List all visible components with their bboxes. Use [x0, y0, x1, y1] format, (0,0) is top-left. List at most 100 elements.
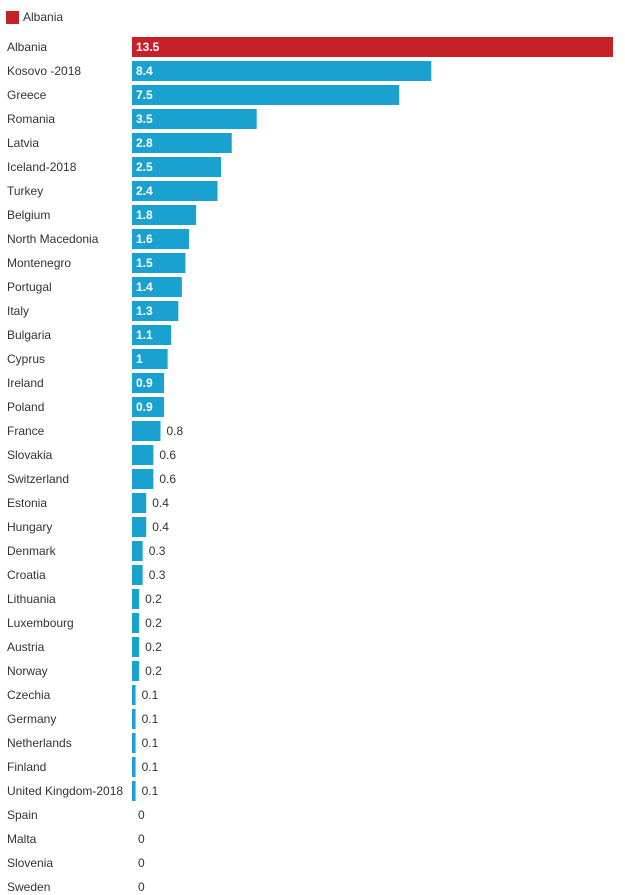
value-label-albania: 13.5 [136, 40, 160, 54]
category-label-north-macedonia: North Macedonia [7, 232, 99, 246]
category-label-poland: Poland [7, 400, 44, 414]
bar-germany [132, 709, 136, 729]
value-label-hungary: 0.4 [152, 520, 169, 534]
legend-label: Albania [23, 10, 64, 24]
bar-turkey [132, 181, 218, 201]
category-label-italy: Italy [7, 304, 29, 318]
value-label-malta: 0 [138, 832, 145, 846]
category-label-sweden: Sweden [7, 880, 50, 894]
value-label-greece: 7.5 [136, 88, 153, 102]
value-label-slovenia: 0 [138, 856, 145, 870]
category-label-montenegro: Montenegro [7, 256, 71, 270]
value-label-czechia: 0.1 [142, 688, 159, 702]
value-label-denmark: 0.3 [149, 544, 166, 558]
bar-bulgaria [132, 325, 172, 345]
bar-greece [132, 85, 400, 105]
category-label-cyprus: Cyprus [7, 352, 45, 366]
category-label-croatia: Croatia [7, 568, 46, 582]
bar-slovakia [132, 445, 154, 465]
value-label-bulgaria: 1.1 [136, 328, 153, 342]
category-label-united-kingdom-2018: United Kingdom-2018 [7, 784, 123, 798]
category-label-kosovo-2018: Kosovo -2018 [7, 64, 81, 78]
value-label-italy: 1.3 [136, 304, 153, 318]
bar-poland [132, 397, 165, 417]
bar-hungary [132, 517, 147, 537]
value-label-netherlands: 0.1 [142, 736, 159, 750]
value-label-united-kingdom-2018: 0.1 [142, 784, 159, 798]
value-label-finland: 0.1 [142, 760, 159, 774]
category-label-luxembourg: Luxembourg [7, 616, 74, 630]
bar-finland [132, 757, 136, 777]
category-label-spain: Spain [7, 808, 38, 822]
value-label-norway: 0.2 [145, 664, 162, 678]
value-label-slovakia: 0.6 [159, 448, 176, 462]
category-label-austria: Austria [7, 640, 45, 654]
bar-luxembourg [132, 613, 140, 633]
value-label-poland: 0.9 [136, 400, 153, 414]
bar-iceland-2018 [132, 157, 222, 177]
bar-denmark [132, 541, 143, 561]
category-label-lithuania: Lithuania [7, 592, 56, 606]
bar-norway [132, 661, 140, 681]
category-label-finland: Finland [7, 760, 46, 774]
value-label-sweden: 0 [138, 880, 145, 894]
legend: Albania [6, 9, 63, 25]
bar-portugal [132, 277, 182, 297]
value-label-lithuania: 0.2 [145, 592, 162, 606]
value-label-luxembourg: 0.2 [145, 616, 162, 630]
bar-austria [132, 637, 140, 657]
bar-albania [132, 37, 613, 57]
bar-romania [132, 109, 257, 129]
bar-lithuania [132, 589, 140, 609]
value-label-kosovo-2018: 8.4 [136, 64, 153, 78]
value-label-austria: 0.2 [145, 640, 162, 654]
category-label-netherlands: Netherlands [7, 736, 72, 750]
bar-estonia [132, 493, 147, 513]
bar-kosovo-2018 [132, 61, 432, 81]
category-label-slovenia: Slovenia [7, 856, 53, 870]
category-label-slovakia: Slovakia [7, 448, 53, 462]
category-label-malta: Malta [7, 832, 37, 846]
bar-italy [132, 301, 179, 321]
bar-montenegro [132, 253, 186, 273]
bar-netherlands [132, 733, 136, 753]
value-label-switzerland: 0.6 [159, 472, 176, 486]
value-label-portugal: 1.4 [136, 280, 153, 294]
bar-latvia [132, 133, 232, 153]
bar-switzerland [132, 469, 154, 489]
value-label-latvia: 2.8 [136, 136, 153, 150]
bar-ireland [132, 373, 165, 393]
category-label-iceland-2018: Iceland-2018 [7, 160, 77, 174]
bar-united-kingdom-2018 [132, 781, 136, 801]
value-label-estonia: 0.4 [152, 496, 169, 510]
value-label-belgium: 1.8 [136, 208, 153, 222]
bar-croatia [132, 565, 143, 585]
category-label-greece: Greece [7, 88, 47, 102]
value-label-spain: 0 [138, 808, 145, 822]
category-label-germany: Germany [7, 712, 56, 726]
category-label-bulgaria: Bulgaria [7, 328, 51, 342]
value-label-france: 0.8 [167, 424, 184, 438]
value-label-iceland-2018: 2.5 [136, 160, 153, 174]
value-label-montenegro: 1.5 [136, 256, 153, 270]
category-label-romania: Romania [7, 112, 55, 126]
value-label-croatia: 0.3 [149, 568, 166, 582]
category-label-czechia: Czechia [7, 688, 51, 702]
value-label-ireland: 0.9 [136, 376, 153, 390]
bar-north-macedonia [132, 229, 190, 249]
bar-cyprus [132, 349, 168, 369]
category-label-france: France [7, 424, 45, 438]
category-label-estonia: Estonia [7, 496, 47, 510]
category-label-ireland: Ireland [7, 376, 44, 390]
category-label-norway: Norway [7, 664, 48, 678]
category-label-portugal: Portugal [7, 280, 52, 294]
bar-czechia [132, 685, 136, 705]
category-label-belgium: Belgium [7, 208, 50, 222]
value-label-north-macedonia: 1.6 [136, 232, 153, 246]
category-label-turkey: Turkey [7, 184, 43, 198]
value-label-cyprus: 1 [136, 352, 143, 366]
value-label-romania: 3.5 [136, 112, 153, 126]
value-label-turkey: 2.4 [136, 184, 153, 198]
value-label-germany: 0.1 [142, 712, 159, 726]
